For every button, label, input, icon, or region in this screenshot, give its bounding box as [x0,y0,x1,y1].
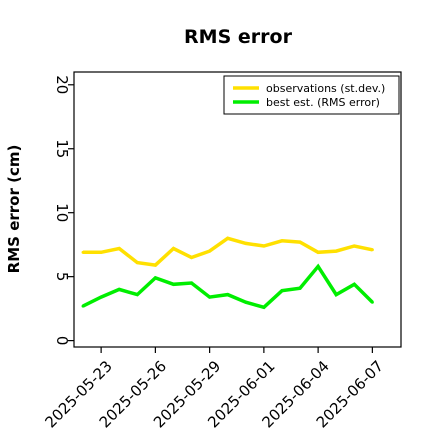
observations-point [171,247,175,251]
chart-title: RMS error [184,26,293,48]
observations-point [226,236,230,240]
best-estimate-point [208,295,212,299]
best-estimate-point [262,305,266,309]
legend-label-best-estimate: best est. (RMS error) [266,96,380,109]
observations-point [298,240,302,244]
observations-point [81,250,85,254]
best-estimate-point [226,293,230,297]
best-estimate-point [298,286,302,290]
plot-area [73,71,402,348]
y-axis: 0 5 10 15 20 [53,75,74,345]
observations-point [352,244,356,248]
y-axis-label: RMS error (cm) [5,145,23,274]
y-tick-label: 5 [53,272,71,282]
observations-point [190,255,194,259]
observations-point [370,248,374,252]
best-estimate-point [135,293,139,297]
observations-point [99,250,103,254]
observations-point [117,247,121,251]
best-estimate-point [334,293,338,297]
y-tick-label: 0 [53,336,71,346]
best-estimate-point [81,304,85,308]
best-estimate-point [99,295,103,299]
observations-point [334,249,338,253]
observations-point [135,261,139,265]
best-estimate-point [190,281,194,285]
best-estimate-point [153,276,157,280]
y-tick-label: 15 [53,139,71,158]
best-estimate-point [280,289,284,293]
legend-box [223,75,400,115]
best-estimate-point [352,282,356,286]
legend-label-observations: observations (st.dev.) [266,82,385,95]
y-tick-label: 10 [53,203,71,222]
observations-point [244,241,248,245]
legend: observations (st.dev.) best est. (RMS er… [223,75,400,115]
y-tick-label: 20 [53,75,71,94]
best-estimate-point [117,287,121,291]
observations-point [262,244,266,248]
observations-point [316,250,320,254]
best-estimate-point [370,300,374,304]
best-estimate-point [244,300,248,304]
series-layer [81,236,374,310]
x-axis: 2025-05-232025-05-262025-05-292025-06-01… [41,347,387,431]
observations-point [153,263,157,267]
observations-point [280,239,284,243]
best-estimate-point [316,264,320,268]
best-estimate-point [171,282,175,286]
observations-point [208,249,212,253]
